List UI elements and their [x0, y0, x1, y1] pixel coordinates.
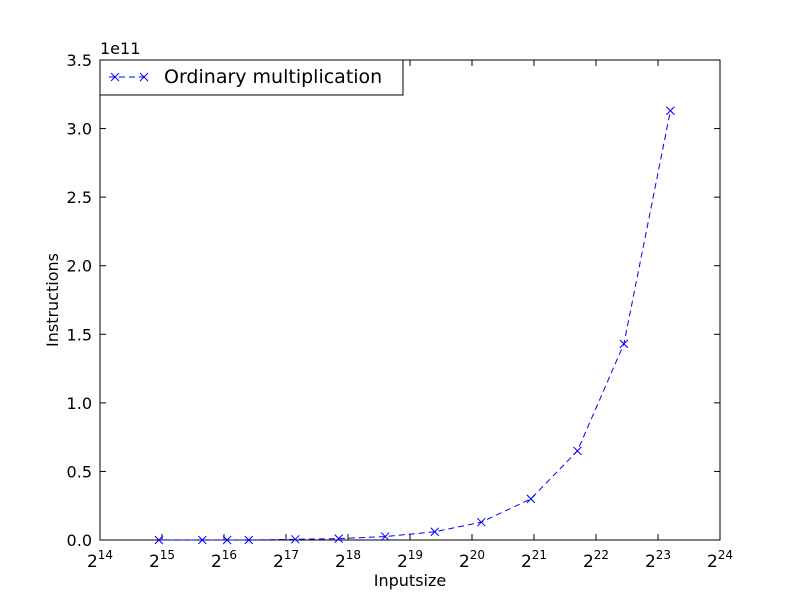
x-tick-label: 220 [459, 548, 485, 572]
y-tick-label: 3.5 [67, 51, 92, 70]
legend-label: Ordinary multiplication [164, 66, 382, 88]
data-point-marker [619, 339, 629, 349]
data-point-marker [526, 494, 536, 504]
data-point-marker [430, 527, 440, 537]
legend-box [99, 59, 404, 96]
y-tick-label: 2.0 [67, 257, 92, 276]
data-point-marker [573, 446, 582, 456]
data-point-marker [197, 535, 207, 545]
data-point-marker [334, 534, 344, 543]
data-point-marker [244, 535, 254, 545]
y-axis-ticks: 0.0 0.5 1.0 1.5 2.0 2.5 3.0 3.5 [67, 51, 720, 550]
y-offset-label: 1e11 [100, 39, 140, 58]
x-tick-label: 221 [521, 548, 547, 572]
x-tick-label: 222 [583, 548, 609, 572]
legend-marker [110, 72, 149, 82]
x-axis-label: Inputsize [374, 571, 446, 590]
data-point-marker [290, 534, 300, 544]
x-tick-label: 218 [335, 548, 361, 572]
data-point-marker [666, 106, 675, 116]
y-tick-label: 1.5 [67, 325, 92, 344]
x-tick-label: 219 [397, 548, 423, 572]
y-tick-label: 0.5 [67, 462, 92, 481]
y-tick-label: 2.5 [67, 188, 92, 207]
data-point-marker [476, 517, 486, 527]
legend: Ordinary multiplication [99, 59, 404, 96]
data-point-marker [380, 532, 390, 541]
data-point-marker [154, 535, 164, 545]
series-layer [154, 106, 675, 545]
data-point-marker [222, 535, 232, 545]
x-tick-label: 215 [149, 548, 175, 572]
y-tick-label: 0.0 [67, 531, 92, 550]
x-tick-label: 224 [707, 548, 733, 572]
x-tick-label: 223 [645, 548, 671, 572]
x-tick-label: 214 [87, 548, 113, 572]
x-tick-label: 217 [273, 548, 299, 572]
y-tick-label: 1.0 [67, 394, 92, 413]
y-tick-label: 3.0 [67, 120, 92, 139]
y-axis-label: Instructions [43, 253, 62, 347]
x-axis-ticks: 214 215 216 217 218 219 220 221 222 223 224 [87, 60, 733, 572]
plot-area [99, 59, 721, 541]
x-tick-label: 216 [211, 548, 237, 572]
